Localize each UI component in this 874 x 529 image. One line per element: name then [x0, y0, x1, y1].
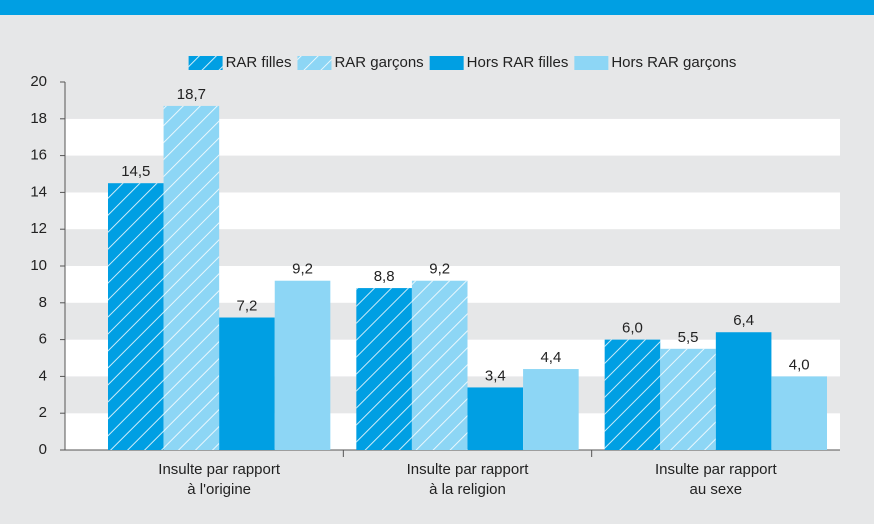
value-label: 9,2: [292, 261, 313, 278]
bar-hatch: [163, 105, 220, 451]
x-tick-label: au sexe: [690, 481, 743, 498]
legend-label: RAR filles: [226, 54, 292, 71]
bar: [715, 332, 772, 450]
y-tick-label: 4: [39, 367, 47, 384]
value-label: 6,0: [622, 320, 643, 337]
value-label: 7,2: [237, 297, 258, 314]
y-tick-label: 8: [39, 294, 47, 311]
bar: [467, 387, 524, 450]
bar-hatch: [356, 288, 412, 450]
y-tick-label: 6: [39, 331, 47, 348]
bar: [523, 369, 579, 450]
y-tick-label: 18: [30, 110, 47, 127]
value-label: 4,4: [540, 349, 561, 366]
x-tick-label: à l'origine: [187, 481, 251, 498]
value-label: 5,5: [678, 329, 699, 346]
value-label: 6,4: [733, 312, 754, 329]
y-tick-label: 2: [39, 404, 47, 421]
x-tick-label: Insulte par rapport: [158, 461, 281, 478]
y-tick-label: 20: [30, 73, 47, 90]
x-tick-label: Insulte par rapport: [655, 461, 778, 478]
legend-label: Hors RAR garçons: [611, 54, 736, 71]
legend-label: RAR garçons: [334, 54, 423, 71]
value-label: 18,7: [177, 86, 206, 103]
bar: [274, 280, 331, 450]
y-tick-label: 10: [30, 257, 47, 274]
bar: [771, 376, 827, 450]
x-tick-label: à la religion: [429, 481, 506, 498]
value-label: 8,8: [374, 268, 395, 285]
bar: [219, 317, 275, 450]
legend-swatch: [574, 56, 609, 70]
value-label: 14,5: [121, 163, 150, 180]
y-tick-label: 0: [39, 441, 47, 458]
x-tick-label: Insulte par rapport: [407, 461, 530, 478]
y-tick-label: 12: [30, 220, 47, 237]
y-tick-label: 14: [30, 183, 47, 200]
bar-hatch: [604, 339, 661, 450]
bar-hatch: [108, 183, 164, 450]
bar-hatch: [660, 348, 716, 450]
top-band: [0, 0, 874, 15]
legend-hatch: [188, 56, 223, 70]
legend-hatch: [297, 56, 332, 70]
y-tick-label: 16: [30, 147, 47, 164]
legend-swatch: [429, 56, 464, 70]
value-label: 4,0: [789, 356, 810, 373]
bar-hatch: [411, 280, 468, 450]
value-label: 3,4: [485, 367, 506, 384]
legend-label: Hors RAR filles: [467, 54, 569, 71]
value-label: 9,2: [429, 261, 450, 278]
